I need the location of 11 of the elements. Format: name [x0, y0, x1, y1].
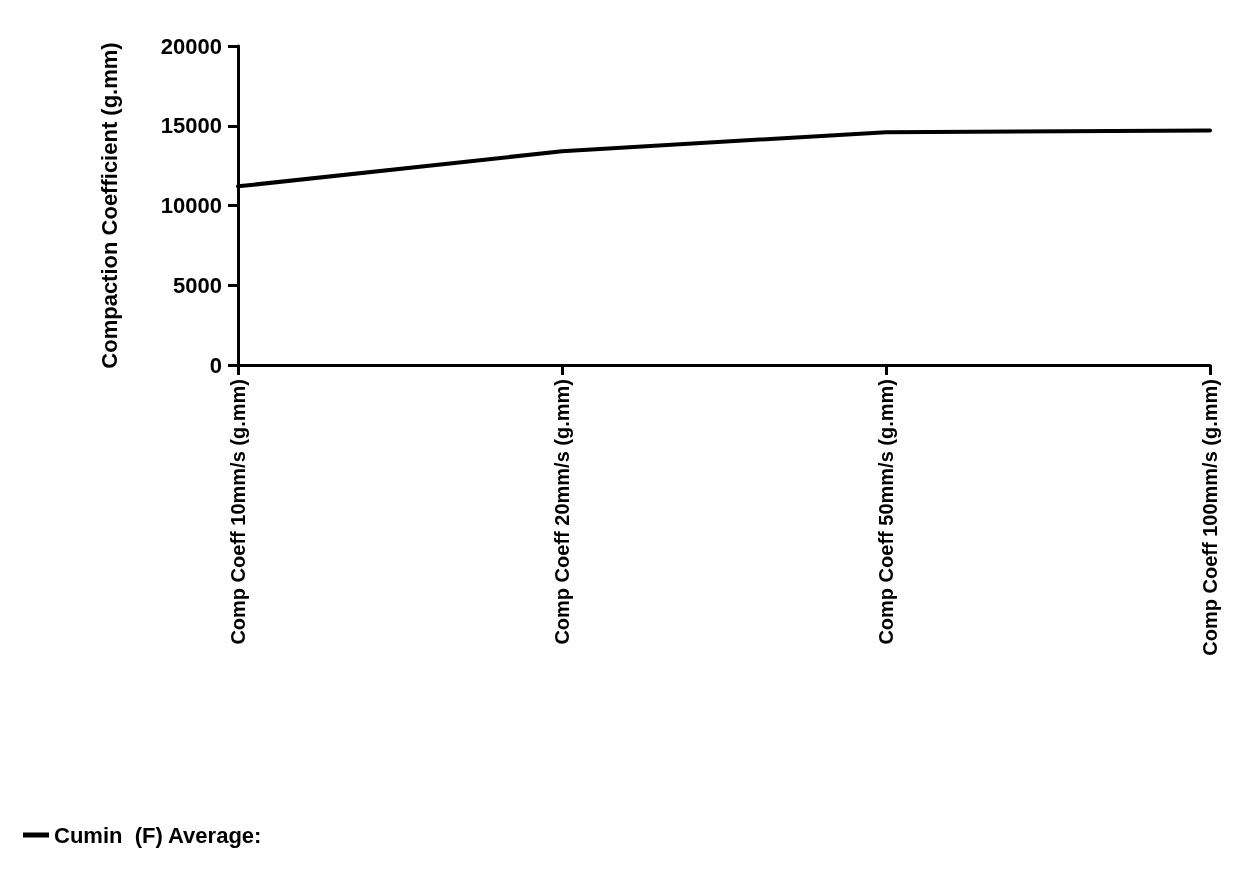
x-tick-label: Comp Coeff 50mm/s (g.mm) [875, 379, 897, 645]
y-tick-label: 5000 [173, 272, 222, 298]
y-tick-label: 20000 [160, 33, 222, 59]
x-tick-label: Comp Coeff 20mm/s (g.mm) [551, 379, 573, 645]
y-axis-title: Compaction Coefficient (g.mm) [96, 42, 122, 369]
x-tick-label: Comp Coeff 100mm/s (g.mm) [1199, 379, 1221, 656]
y-tick-label: 15000 [160, 113, 222, 139]
x-tick-label: Comp Coeff 10mm/s (g.mm) [227, 379, 249, 645]
y-tick-label: 10000 [160, 193, 222, 218]
legend-label: Cumin (F) Average: [54, 822, 262, 848]
y-tick-label: 0 [209, 352, 222, 378]
